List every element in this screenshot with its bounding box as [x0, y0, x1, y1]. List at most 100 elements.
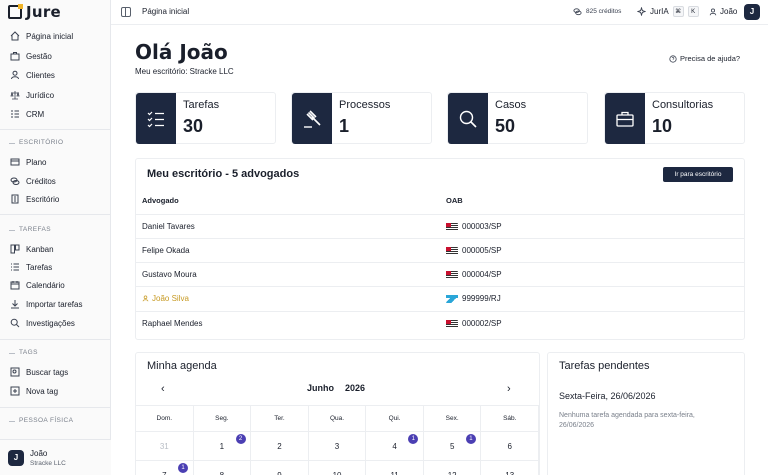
stat-card-casos[interactable]: Casos 50 [447, 92, 588, 144]
sidebar-item-gestao[interactable]: Gestão [10, 49, 52, 63]
sidebar-item-clientes[interactable]: Clientes [10, 68, 55, 82]
help-link[interactable]: Precisa de ajuda? [669, 54, 740, 63]
calendar-month: Junho [307, 383, 334, 393]
next-month-button[interactable]: › [507, 383, 511, 395]
calendar-day[interactable]: 10 [309, 461, 367, 475]
oab-number: 000005/SP [462, 246, 502, 255]
day-number: 3 [334, 442, 340, 451]
sidebar-item-importar[interactable]: Importar tarefas [10, 297, 82, 311]
sidebar-item-label: Calendário [26, 280, 65, 290]
day-number: 2 [277, 442, 282, 451]
stat-label: Tarefas [183, 99, 220, 111]
stat-label: Processos [339, 99, 391, 111]
oab-cell: 000005/SP [446, 246, 502, 255]
day-number: 6 [507, 442, 512, 451]
sidebar-item-label: Buscar tags [26, 367, 69, 377]
stat-label: Consultorias [652, 99, 714, 111]
sidebar-toggle-icon[interactable] [121, 7, 131, 17]
calendar-day[interactable]: 31 [136, 432, 194, 460]
prev-month-button[interactable]: ‹ [161, 383, 165, 395]
sidebar-item-crm[interactable]: CRM [10, 107, 44, 121]
user-icon [142, 295, 149, 302]
shortcut-key: ⌘ [672, 6, 684, 17]
sidebar-item-investigacoes[interactable]: Investigações [10, 316, 75, 330]
firm-line: Meu escritório: Stracke LLC [135, 67, 234, 76]
table-row[interactable]: João Silva 999999/RJ [136, 286, 744, 310]
sidebar-item-kanban[interactable]: Kanban [10, 242, 54, 256]
page-title: Olá João [135, 40, 228, 64]
stat-card-consultorias[interactable]: Consultorias 10 [604, 92, 745, 144]
sidebar: Jure Página inicial Gestão Clientes Jurí… [0, 0, 111, 475]
calendar-icon [10, 281, 20, 290]
topbar-user[interactable]: João [709, 7, 737, 16]
coins-icon [573, 8, 582, 16]
sidebar-item-plano[interactable]: Plano [10, 155, 46, 169]
stat-label: Casos [495, 99, 527, 111]
user-firm: Stracke LLC [30, 460, 66, 467]
logo[interactable]: Jure [8, 3, 61, 21]
credits-indicator[interactable]: 825 créditos [573, 7, 621, 16]
sidebar-item-creditos[interactable]: Créditos [10, 174, 56, 188]
calendar-day[interactable]: 2 [251, 432, 309, 460]
calendar-day[interactable]: 6 [481, 432, 540, 460]
oab-cell: 000002/SP [446, 319, 502, 328]
tag-plus-icon [10, 386, 20, 396]
table-row[interactable]: Raphael Mendes 000002/SP [136, 311, 744, 335]
weekday: Seg. [194, 406, 252, 431]
sidebar-item-calendario[interactable]: Calendário [10, 278, 65, 292]
shortcut-key: K [687, 6, 699, 17]
oab-cell: 000003/SP [446, 222, 502, 231]
weekday: Qui. [366, 406, 424, 431]
user-name: João [30, 449, 48, 458]
tag-search-icon [10, 367, 20, 377]
sidebar-item-label: Clientes [26, 70, 55, 80]
go-to-office-button[interactable]: Ir para escritório [663, 167, 733, 182]
day-number: 12 [448, 471, 457, 475]
table-row[interactable]: Gustavo Moura 000004/SP [136, 262, 744, 286]
office-card: Meu escritório - 5 advogados Ir para esc… [135, 158, 745, 340]
day-number: 9 [277, 471, 281, 475]
sp-flag-icon [446, 246, 458, 255]
agenda-title: Minha agenda [147, 360, 217, 372]
briefcase-icon [10, 52, 20, 61]
sidebar-item-home[interactable]: Página inicial [10, 29, 73, 43]
stat-card-tarefas[interactable]: Tarefas 30 [135, 92, 276, 144]
calendar-day[interactable]: 3 [309, 432, 367, 460]
pending-empty-message: Nenhuma tarefa agendada para sexta-feira… [559, 412, 695, 429]
search-icon [10, 318, 20, 328]
jur-ia-button[interactable]: JurIA ⌘ K [637, 6, 699, 17]
table-row[interactable]: Felipe Okada 000005/SP [136, 238, 744, 262]
calendar-day[interactable]: 9 [251, 461, 309, 475]
avatar[interactable]: J [744, 4, 760, 20]
sparkle-icon [637, 7, 646, 16]
table-row[interactable]: Daniel Tavares 000003/SP [136, 214, 744, 238]
sidebar-item-label: Página inicial [26, 31, 74, 41]
calendar-day[interactable]: 13 [481, 461, 540, 475]
sidebar-item-escritorio[interactable]: Escritório [10, 192, 59, 206]
topbar-user-name: João [720, 7, 738, 16]
sidebar-divider [0, 129, 111, 130]
logo-mark-icon [8, 4, 23, 19]
sidebar-item-juridico[interactable]: Jurídico [10, 88, 54, 102]
calendar-day[interactable]: 71 [136, 461, 194, 475]
stat-card-processos[interactable]: Processos 1 [291, 92, 432, 144]
credits-text: 825 créditos [586, 8, 622, 15]
calendar-day[interactable]: 8 [194, 461, 252, 475]
section-dash [9, 421, 15, 422]
weekday: Sáb. [481, 406, 540, 431]
sidebar-item-tarefas[interactable]: Tarefas [10, 260, 52, 274]
sidebar-user[interactable]: J João Stracke LLC [0, 439, 111, 475]
section-tarefas: TAREFAS [19, 226, 51, 233]
avatar: J [8, 450, 24, 466]
sp-flag-icon [446, 270, 458, 279]
sidebar-item-nova-tag[interactable]: Nova tag [10, 384, 58, 398]
scale-icon [10, 91, 20, 100]
sidebar-item-buscar-tags[interactable]: Buscar tags [10, 365, 68, 379]
sp-flag-icon [446, 222, 458, 231]
calendar-day[interactable]: 11 [366, 461, 424, 475]
calendar-day[interactable]: 12 [424, 461, 482, 475]
